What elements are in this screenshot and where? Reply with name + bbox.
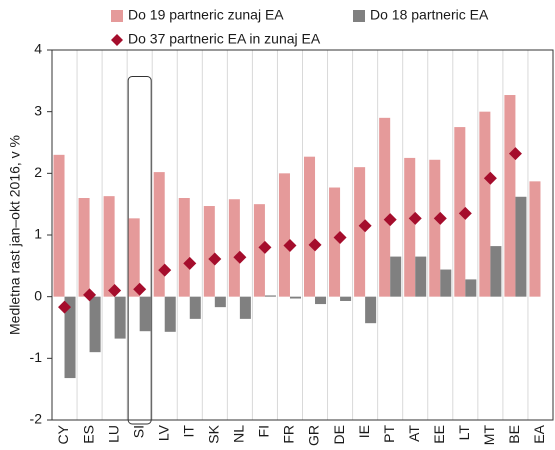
bar: [379, 117, 391, 297]
diamond-marker: [508, 147, 522, 161]
y-tick-label: 1: [34, 226, 42, 242]
diamond-marker: [183, 256, 197, 270]
diamond-marker: [58, 300, 72, 314]
diamond-marker: [158, 263, 172, 277]
x-tick-label: DE: [331, 425, 347, 444]
y-tick-label: 3: [34, 102, 42, 118]
x-tick-label: EE: [431, 425, 447, 444]
x-tick-label: NL: [231, 425, 247, 443]
y-tick-label: 2: [34, 164, 42, 180]
bar: [264, 295, 276, 297]
diamond-marker: [333, 230, 347, 244]
x-tick-label: EA: [531, 424, 547, 443]
bar: [164, 296, 176, 332]
y-tick-label: 0: [34, 287, 42, 303]
bar: [429, 159, 441, 297]
x-tick-label: LT: [456, 425, 472, 441]
plot-frame: [51, 49, 554, 421]
bar: [365, 296, 377, 324]
bar: [178, 198, 190, 297]
bar: [315, 296, 327, 305]
bar: [203, 206, 215, 297]
x-tick-label: PT: [381, 425, 397, 443]
bar: [415, 256, 427, 297]
x-tick-label: SI: [130, 425, 146, 438]
bar: [329, 187, 341, 297]
y-axis-title: Medletna rast jan–okt 2016, v %: [7, 135, 23, 335]
diamond-marker: [383, 213, 397, 227]
bar: [128, 218, 140, 297]
bar: [189, 296, 201, 319]
x-tick-label: LV: [155, 424, 171, 441]
bar: [64, 296, 76, 379]
legend-label: Do 19 partneric zunaj EA: [128, 7, 284, 23]
bar: [239, 296, 251, 319]
bar: [304, 156, 316, 297]
x-tick-label: MT: [481, 425, 497, 446]
bar: [465, 279, 477, 297]
legend-label: Do 18 partneric EA: [370, 7, 489, 23]
diamond-marker: [83, 288, 97, 302]
x-tick-label: LU: [105, 425, 121, 443]
y-tick-label: 4: [34, 41, 42, 57]
x-tick-label: SK: [206, 424, 222, 443]
bar: [340, 296, 352, 301]
diamond-marker: [208, 252, 222, 266]
bar: [289, 296, 301, 299]
diamond-marker: [233, 250, 247, 264]
bar: [78, 198, 90, 297]
bar: [103, 196, 115, 297]
legend-swatch: [353, 10, 365, 22]
diamond-marker: [408, 211, 422, 225]
legend-swatch: [111, 34, 123, 46]
bar: [253, 204, 265, 297]
x-tick-label: IT: [180, 425, 196, 438]
diamond-marker: [358, 219, 372, 233]
legend-label: Do 37 partneric EA in zunaj EA: [128, 31, 321, 47]
bar: [515, 196, 527, 297]
diamond-marker: [258, 240, 272, 254]
x-tick-label: BE: [506, 425, 522, 444]
diamond-marker: [283, 238, 297, 252]
bar: [53, 154, 65, 297]
x-tick-label: AT: [406, 425, 422, 442]
bar: [404, 157, 416, 297]
x-tick-label: GR: [306, 425, 322, 446]
legend-swatch: [111, 10, 123, 22]
bar: [228, 199, 240, 297]
bar: [278, 173, 290, 297]
bar: [529, 181, 541, 297]
x-tick-label: CY: [55, 424, 71, 444]
x-tick-label: FR: [281, 425, 297, 444]
bar: [114, 296, 126, 339]
highlight-box: [127, 76, 152, 425]
x-tick-label: IE: [356, 425, 372, 438]
bar: [354, 167, 366, 297]
bar: [153, 172, 165, 297]
diamond-marker: [458, 206, 472, 220]
y-tick-label: -2: [30, 411, 43, 427]
bar: [390, 256, 402, 297]
diamond-marker: [108, 284, 122, 297]
bar: [504, 95, 516, 297]
diamond-marker: [133, 282, 147, 296]
bar: [490, 246, 502, 297]
bar: [214, 296, 226, 308]
diamond-marker: [308, 238, 322, 252]
bar: [89, 296, 101, 353]
diamond-marker: [483, 171, 497, 185]
diamond-marker: [433, 211, 447, 225]
y-tick-label: -1: [30, 349, 43, 365]
bar: [454, 127, 466, 297]
bar: [440, 269, 452, 297]
x-tick-label: ES: [80, 425, 96, 444]
bar: [479, 111, 491, 297]
x-tick-label: FI: [256, 425, 272, 437]
bar: [139, 296, 151, 332]
